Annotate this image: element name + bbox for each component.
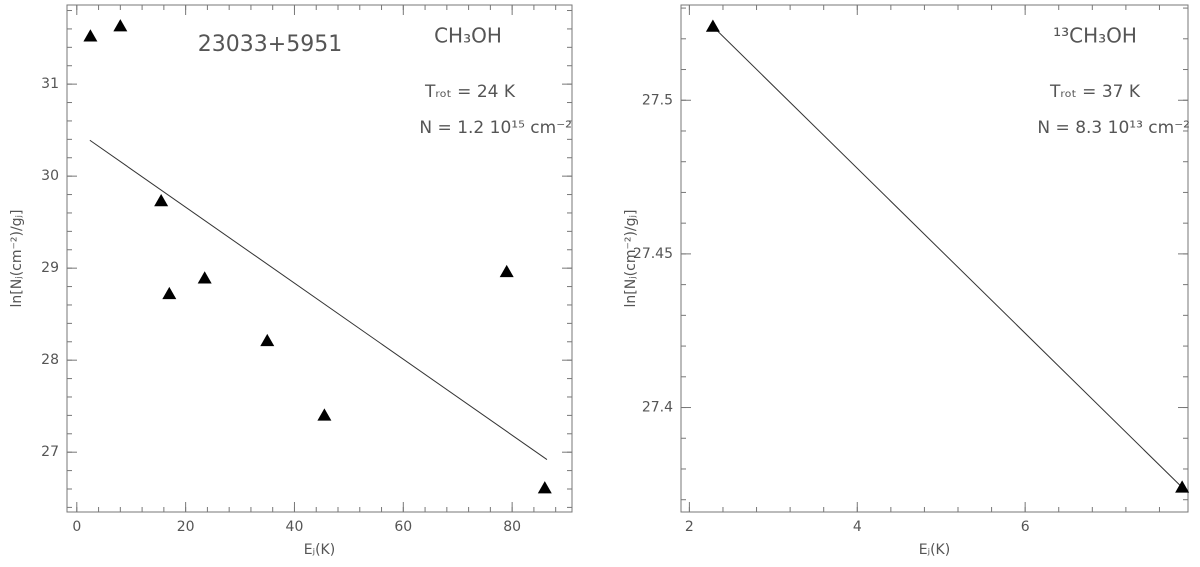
annotation: N = 1.2 10¹⁵ cm⁻²: [419, 118, 572, 138]
data-point: [154, 193, 169, 207]
data-point: [113, 19, 128, 32]
y-axis-label: ln[Nⱼ(cm⁻²)/gⱼ]: [9, 210, 25, 308]
y-tick-label: 29: [41, 260, 59, 276]
data-point: [162, 286, 177, 300]
y-tick-label: 30: [41, 168, 59, 184]
plot-frame: [66, 4, 573, 513]
y-tick-label: 31: [41, 76, 59, 92]
annotation: Tᵣₒₜ = 24 K: [424, 82, 516, 102]
annotation: ¹³CH₃OH: [1053, 24, 1137, 48]
y-tick-label: 27.4: [642, 400, 673, 416]
data-point: [317, 408, 332, 421]
fit-line: [89, 139, 548, 460]
x-tick-label: 60: [394, 519, 412, 535]
x-axis-label: Eⱼ(K): [304, 542, 335, 558]
x-tick-label: 6: [1021, 519, 1030, 535]
y-tick-label: 27.45: [633, 246, 673, 262]
y-tick-label: 28: [41, 352, 59, 368]
data-point: [499, 264, 514, 278]
data-point: [705, 19, 720, 32]
x-tick-label: 80: [503, 519, 521, 535]
x-tick-label: 40: [286, 519, 304, 535]
annotation: CH₃OH: [434, 24, 502, 48]
annotation: Tᵣₒₜ = 37 K: [1049, 82, 1141, 102]
x-tick-label: 0: [72, 519, 81, 535]
data-point: [197, 271, 212, 284]
x-axis-label: Eⱼ(K): [919, 542, 950, 558]
annotation: N = 8.3 10¹³ cm⁻²: [1037, 118, 1190, 138]
fit-line: [712, 26, 1183, 488]
annotation: 23033+5951: [198, 32, 342, 57]
x-tick-label: 20: [177, 519, 195, 535]
data-point: [537, 481, 552, 494]
y-tick-label: 27.5: [642, 92, 673, 108]
data-point: [1175, 480, 1190, 493]
y-axis-label: ln[Nⱼ(cm⁻²)/gⱼ]: [623, 210, 639, 308]
plot-frame: [680, 4, 1189, 513]
y-tick-label: 27: [41, 444, 59, 460]
data-point: [83, 29, 98, 42]
x-tick-label: 4: [853, 519, 862, 535]
data-point: [260, 333, 275, 347]
x-tick-label: 2: [685, 519, 694, 535]
